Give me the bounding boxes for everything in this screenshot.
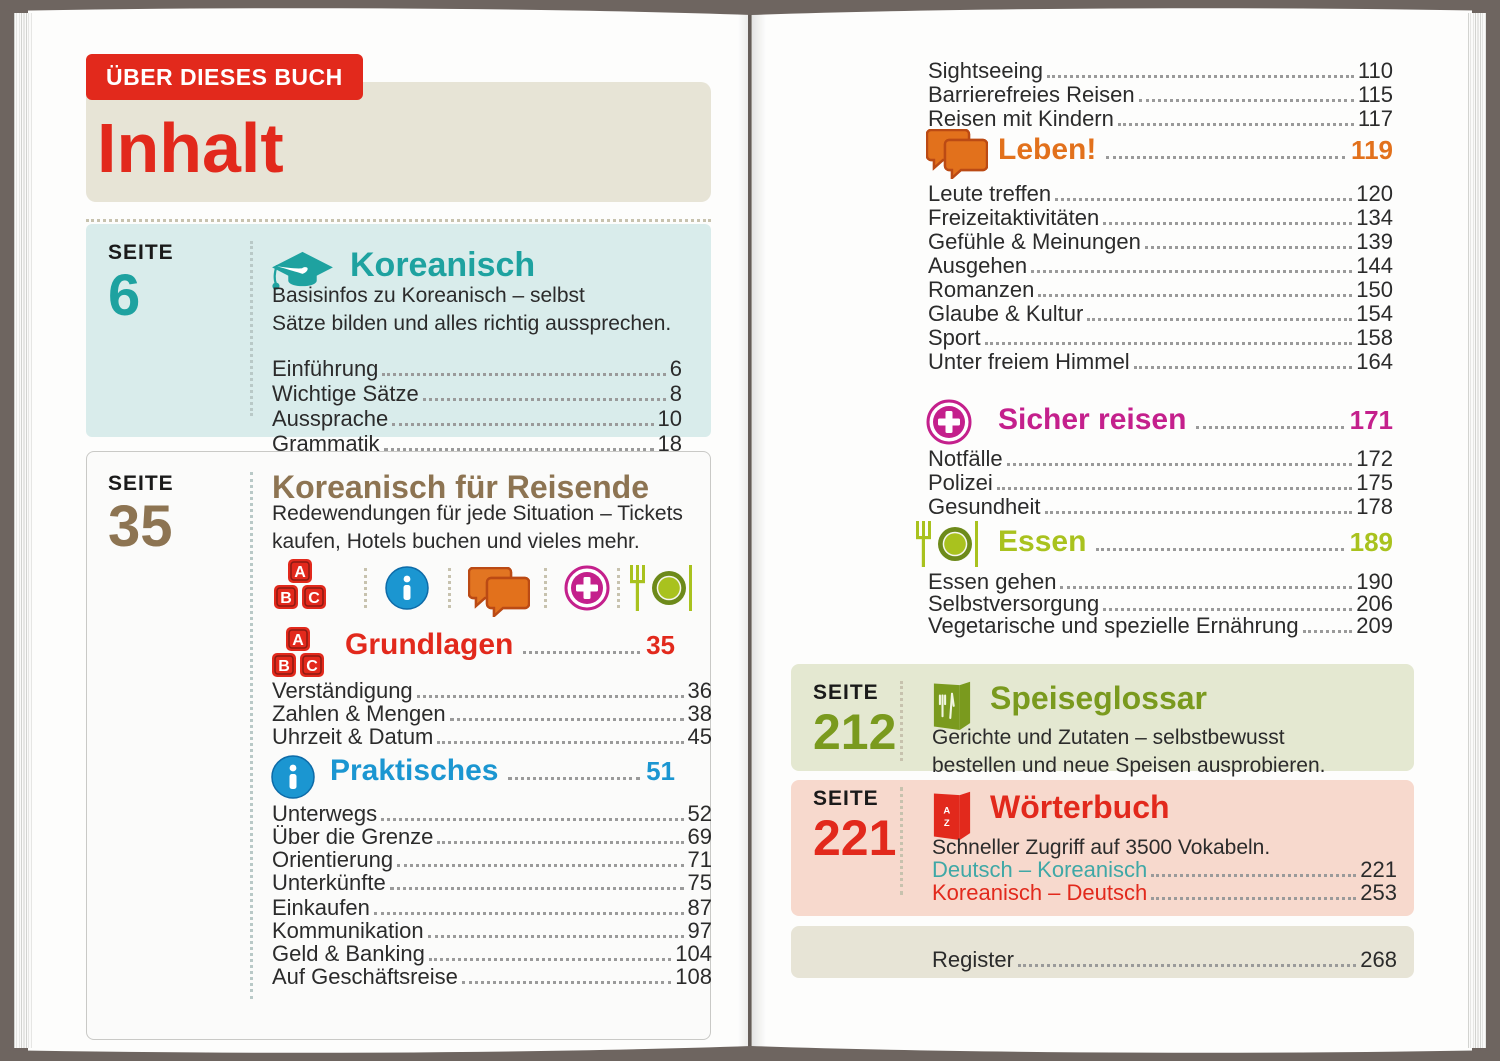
svg-text:A: A [943,805,950,816]
svg-text:B: B [280,590,292,607]
svg-text:A: A [292,632,304,649]
svg-text:A: A [294,564,306,581]
svg-text:C: C [306,658,318,675]
svg-text:C: C [308,590,320,607]
svg-text:Z: Z [944,818,950,829]
svg-text:B: B [278,658,290,675]
